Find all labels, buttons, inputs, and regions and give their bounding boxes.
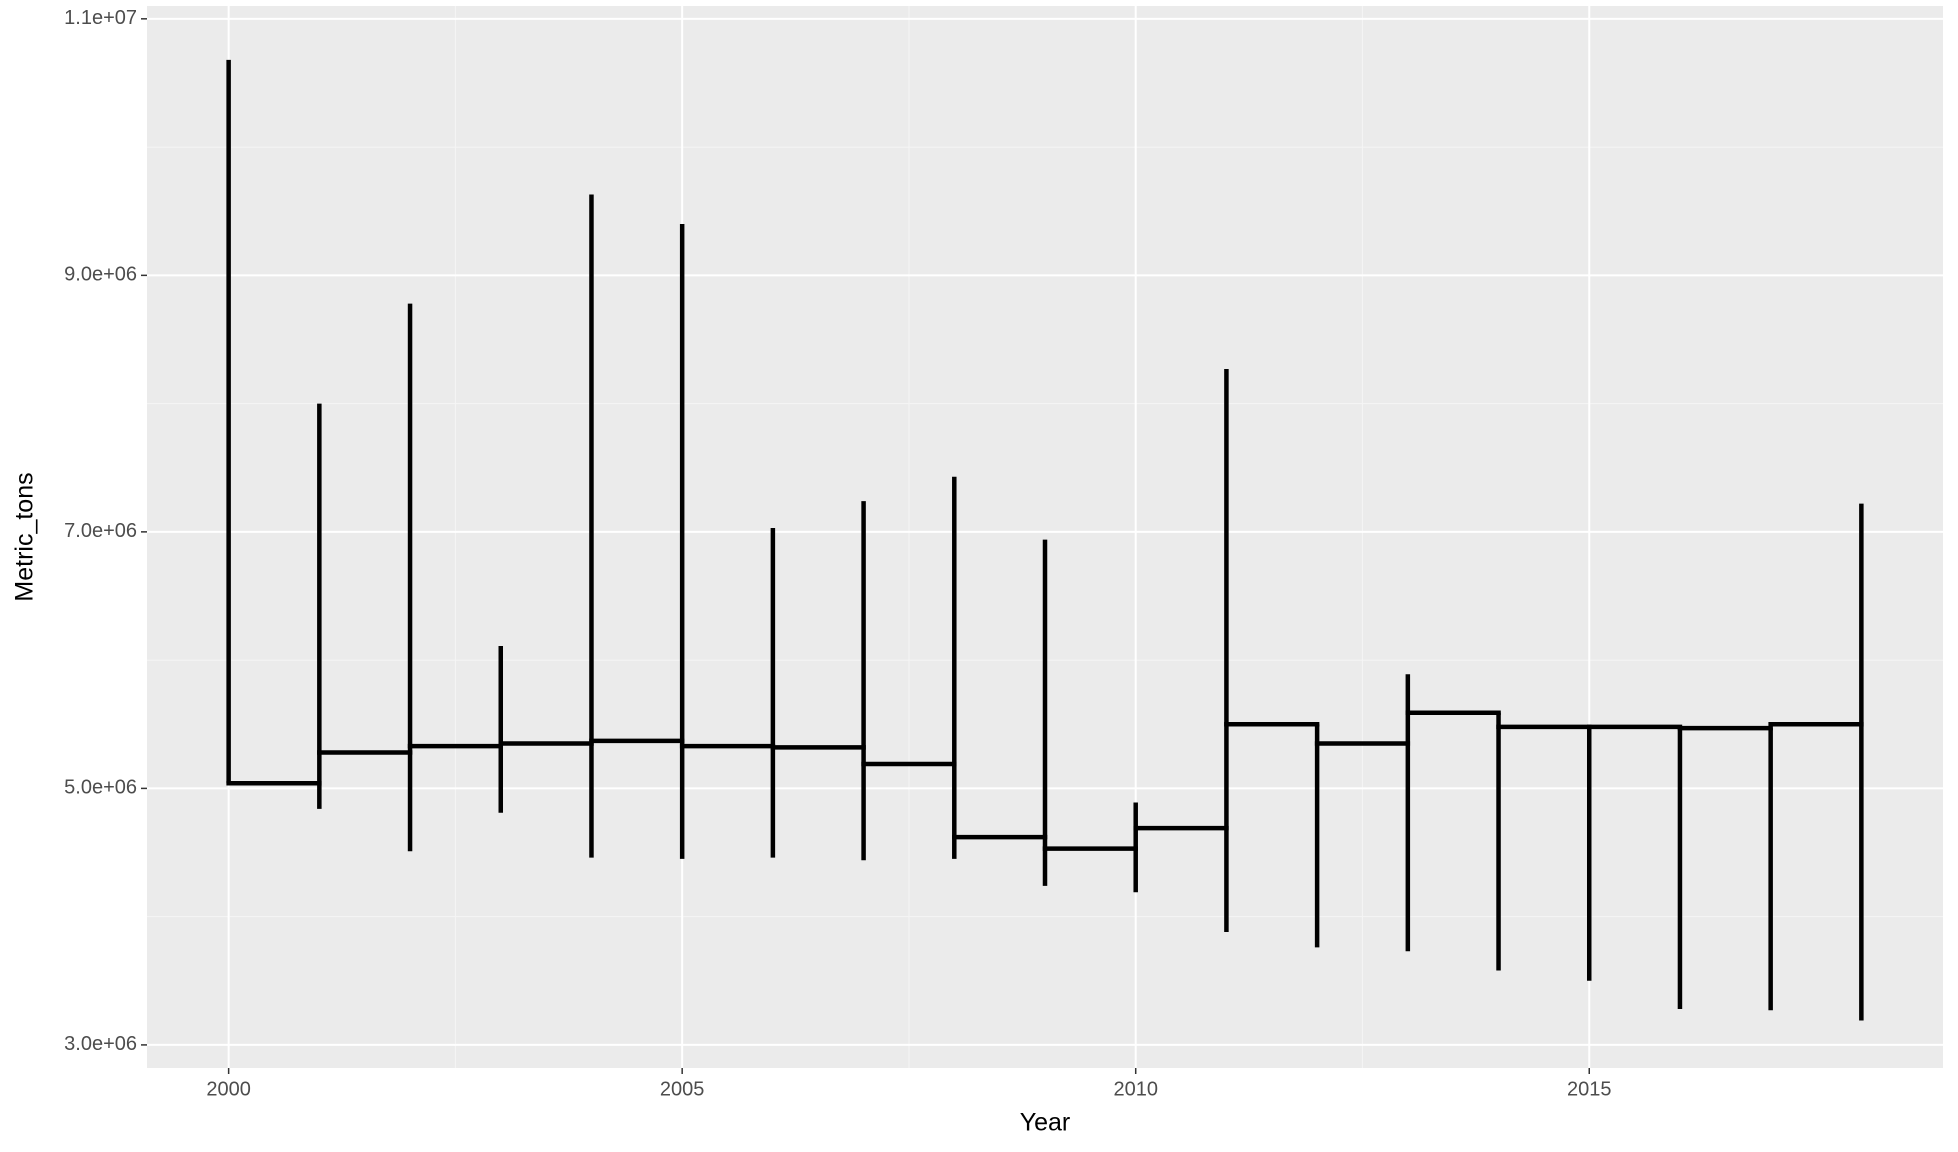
x-tick-label: 2015 — [1567, 1078, 1612, 1100]
x-tick-label: 2010 — [1113, 1078, 1158, 1100]
y-tick-label: 3.0e+06 — [64, 1033, 137, 1055]
y-tick-label: 9.0e+06 — [64, 264, 137, 286]
y-axis-title: Metric_tons — [11, 472, 39, 601]
y-tick-label: 5.0e+06 — [64, 777, 137, 799]
y-tick-label: 7.0e+06 — [64, 520, 137, 542]
y-tick-label: 1.1e+07 — [64, 7, 137, 29]
x-tick-label: 2000 — [206, 1078, 251, 1100]
panel — [147, 6, 1943, 1068]
x-axis-title: Year — [1020, 1109, 1071, 1137]
x-tick-label: 2005 — [660, 1078, 705, 1100]
